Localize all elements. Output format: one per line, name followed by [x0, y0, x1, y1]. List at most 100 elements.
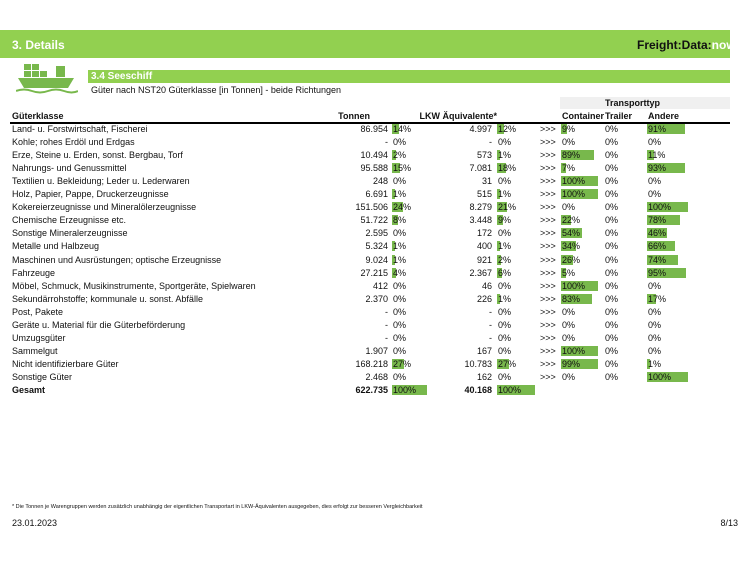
data-bar: [561, 228, 583, 239]
percent-label: 100%: [562, 176, 586, 187]
percent-label: 0%: [648, 345, 662, 356]
percent-label: 0%: [393, 345, 407, 356]
column-header: Güterklasse: [12, 111, 64, 121]
arrow: >>>: [540, 319, 556, 330]
lkw: -: [489, 306, 492, 317]
percent-label: 21%: [498, 202, 517, 213]
data-bar: [561, 254, 573, 265]
data-bar: [561, 280, 598, 291]
percent-label: 0%: [498, 371, 512, 382]
lkw: 10.783: [464, 358, 492, 369]
lkw: 515: [476, 189, 492, 200]
subtitle: Güter nach NST20 Güterklasse [in Tonnen]…: [91, 85, 341, 95]
percent-label: 93%: [648, 163, 667, 174]
percent-label: 27%: [393, 358, 412, 369]
percent-label: 1%: [393, 254, 407, 265]
row-label: Sekundärrohstoffe; kommunale u. sonst. A…: [12, 293, 203, 304]
row-label: Kokereierzeugnisse und Mineralölerzeugni…: [12, 202, 197, 213]
row-label: Nahrungs- und Genussmittel: [12, 163, 127, 174]
data-bar: [392, 202, 403, 213]
tonnen: 95.588: [360, 163, 388, 174]
column-header: Trailer: [605, 111, 633, 121]
lkw: 7.081: [469, 163, 492, 174]
header-rule: [10, 122, 730, 124]
percent-label: 0%: [562, 306, 576, 317]
data-bar: [497, 124, 505, 134]
brand-main: Freight:Data:: [637, 38, 712, 52]
tonnen: 2.370: [365, 293, 388, 304]
column-header: Andere: [648, 111, 680, 121]
percent-label: 1%: [498, 293, 512, 304]
data-bar: [561, 241, 576, 252]
tonnen: 168.218: [355, 358, 388, 369]
row-label: Chemische Erzeugnisse etc.: [12, 215, 127, 226]
percent-label: 100%: [562, 280, 586, 291]
section-title: 3. Details: [12, 38, 65, 52]
data-bar: [647, 150, 655, 161]
tonnen: 51.722: [360, 215, 388, 226]
arrow: >>>: [540, 215, 556, 226]
percent-label: 0%: [648, 137, 662, 148]
group-header-bg: [560, 97, 730, 109]
percent-label: 1%: [498, 189, 512, 200]
arrow: >>>: [540, 332, 556, 343]
percent-label: 0%: [605, 319, 619, 330]
lkw: 40.168: [464, 385, 492, 395]
row-label: Umzugsgüter: [12, 332, 66, 343]
percent-label: 0%: [605, 163, 619, 174]
percent-label: 0%: [393, 306, 407, 317]
lkw: 4.997: [469, 124, 492, 134]
data-bar: [647, 241, 676, 252]
percent-label: 0%: [605, 306, 619, 317]
lkw: 172: [476, 228, 492, 239]
data-bar: [647, 358, 651, 369]
data-bar: [392, 254, 396, 265]
tonnen: 5.324: [365, 241, 388, 252]
tonnen: 6.691: [365, 189, 388, 200]
row-label: Sammelgut: [12, 345, 58, 356]
data-bar: [647, 228, 668, 239]
percent-label: 0%: [605, 241, 619, 252]
percent-label: 8%: [393, 215, 407, 226]
tonnen: 9.024: [365, 254, 388, 265]
lkw: 162: [476, 371, 492, 382]
lkw: -: [489, 137, 492, 148]
percent-label: 0%: [605, 267, 619, 278]
percent-label: 22%: [562, 215, 581, 226]
tonnen: -: [385, 306, 388, 317]
percent-label: 0%: [562, 137, 576, 148]
percent-label: 14%: [393, 124, 412, 134]
header-bar: [0, 30, 730, 58]
percent-label: 15%: [393, 163, 412, 174]
percent-label: 0%: [562, 332, 576, 343]
footnote: * Die Tonnen je Warengruppen werden zusä…: [12, 504, 423, 510]
percent-label: 83%: [562, 293, 581, 304]
data-bar: [497, 267, 503, 278]
data-bar: [392, 358, 404, 369]
data-bar: [497, 202, 508, 213]
percent-label: 0%: [605, 202, 619, 213]
tonnen: 412: [372, 280, 388, 291]
percent-label: 9%: [562, 124, 576, 134]
arrow: >>>: [540, 241, 556, 252]
arrow: >>>: [540, 293, 556, 304]
percent-label: 0%: [393, 371, 407, 382]
percent-label: 0%: [498, 280, 512, 291]
percent-label: 100%: [498, 385, 522, 395]
percent-label: 1%: [498, 241, 512, 252]
tonnen: -: [385, 137, 388, 148]
tonnen: 86.954: [360, 124, 388, 134]
percent-label: 11%: [648, 150, 666, 161]
lkw: 2.367: [469, 267, 492, 278]
lkw: 8.279: [469, 202, 492, 213]
percent-label: 0%: [498, 306, 512, 317]
row-label: Sonstige Mineralerzeugnisse: [12, 228, 128, 239]
tonnen: -: [385, 319, 388, 330]
percent-label: 91%: [648, 124, 667, 134]
percent-label: 0%: [562, 319, 576, 330]
percent-label: 12%: [498, 124, 517, 134]
percent-label: 0%: [648, 332, 662, 343]
brand-accent: now: [711, 38, 736, 52]
row-label: Geräte u. Material für die Güterbeförder…: [12, 319, 186, 330]
percent-label: 0%: [648, 189, 662, 200]
